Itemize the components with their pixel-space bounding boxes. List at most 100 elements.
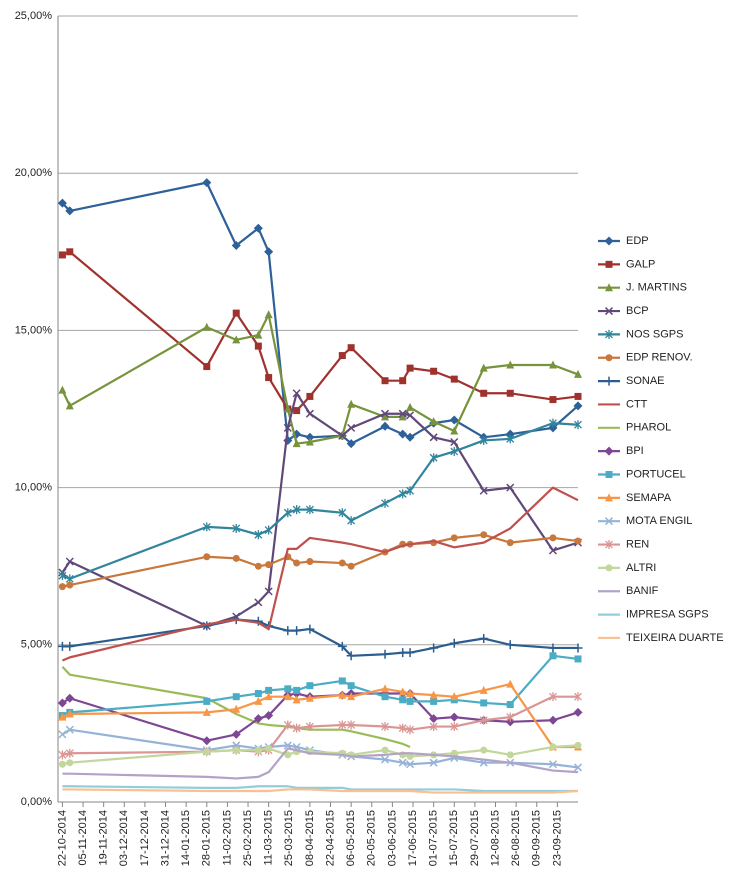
marker bbox=[293, 559, 301, 567]
marker bbox=[347, 516, 356, 526]
marker bbox=[450, 437, 459, 447]
marker bbox=[58, 750, 67, 760]
legend-item: J. MARTINS bbox=[598, 282, 687, 294]
marker bbox=[406, 689, 415, 698]
legend-item: PHAROL bbox=[598, 422, 671, 434]
marker bbox=[232, 335, 241, 344]
marker bbox=[58, 730, 67, 739]
legend-label: PHAROL bbox=[626, 422, 671, 434]
marker bbox=[305, 505, 314, 515]
marker bbox=[65, 206, 75, 216]
series bbox=[58, 531, 582, 591]
marker bbox=[283, 508, 292, 518]
marker bbox=[58, 760, 66, 768]
marker bbox=[293, 407, 301, 415]
x-tick-label: 31-12-2014 bbox=[159, 810, 171, 866]
marker bbox=[338, 508, 347, 518]
marker bbox=[430, 697, 438, 705]
marker bbox=[65, 401, 74, 410]
marker bbox=[65, 725, 74, 734]
marker bbox=[305, 693, 314, 702]
marker bbox=[305, 432, 315, 442]
marker bbox=[381, 498, 389, 508]
series-line bbox=[61, 692, 579, 742]
marker bbox=[305, 624, 315, 634]
marker bbox=[253, 223, 263, 233]
marker bbox=[283, 720, 292, 730]
marker bbox=[254, 746, 262, 754]
marker bbox=[202, 322, 211, 331]
marker bbox=[381, 412, 390, 421]
marker bbox=[506, 360, 515, 369]
marker bbox=[406, 364, 414, 372]
marker bbox=[398, 489, 407, 499]
x-tick-label: 09-09-2015 bbox=[531, 810, 543, 866]
marker bbox=[66, 759, 74, 767]
series bbox=[58, 652, 582, 720]
marker bbox=[381, 684, 390, 693]
marker bbox=[380, 755, 390, 764]
marker bbox=[605, 493, 613, 502]
x-tick-label: 05-11-2014 bbox=[77, 810, 89, 865]
marker bbox=[548, 546, 557, 555]
marker bbox=[605, 283, 613, 292]
marker bbox=[574, 369, 582, 378]
marker bbox=[305, 722, 314, 732]
marker bbox=[429, 722, 438, 732]
marker bbox=[347, 692, 356, 701]
marker bbox=[254, 690, 262, 698]
marker bbox=[604, 446, 614, 456]
x-tick-label: 03-12-2014 bbox=[118, 810, 130, 866]
x-tick-label: 19-11-2014 bbox=[98, 810, 110, 865]
marker bbox=[58, 251, 66, 259]
marker bbox=[306, 557, 314, 565]
marker bbox=[231, 729, 241, 739]
legend-item: IMPRESA SGPS bbox=[598, 609, 709, 621]
marker bbox=[58, 385, 67, 394]
marker bbox=[506, 434, 515, 444]
marker bbox=[292, 626, 302, 636]
marker bbox=[604, 307, 614, 316]
marker bbox=[380, 649, 390, 659]
marker bbox=[604, 376, 614, 386]
series-line bbox=[62, 533, 579, 588]
legend-item: PORTUCEL bbox=[598, 468, 686, 480]
x-tick-label: 15-07-2015 bbox=[448, 810, 460, 866]
marker bbox=[254, 342, 262, 350]
marker bbox=[65, 748, 74, 758]
marker bbox=[346, 651, 356, 661]
marker bbox=[337, 641, 347, 651]
marker bbox=[398, 412, 407, 421]
marker bbox=[480, 389, 488, 397]
marker bbox=[479, 685, 488, 694]
marker bbox=[254, 530, 263, 540]
marker bbox=[605, 564, 613, 572]
marker bbox=[292, 505, 301, 515]
series-line bbox=[61, 392, 579, 628]
marker bbox=[232, 746, 240, 754]
marker bbox=[549, 534, 557, 542]
marker bbox=[548, 360, 557, 369]
legend-label: NOS SGPS bbox=[626, 328, 683, 340]
x-tick-label: 20-05-2015 bbox=[366, 810, 378, 866]
marker bbox=[506, 389, 514, 397]
marker bbox=[283, 404, 292, 413]
marker bbox=[548, 643, 558, 653]
marker bbox=[283, 692, 292, 701]
marker bbox=[58, 712, 67, 721]
y-tick-label: 5,00% bbox=[21, 639, 52, 651]
marker bbox=[305, 409, 314, 418]
marker bbox=[65, 557, 74, 566]
x-tick-label: 08-04-2015 bbox=[304, 810, 316, 866]
marker bbox=[548, 692, 557, 702]
marker bbox=[398, 723, 407, 733]
marker bbox=[605, 260, 613, 268]
marker bbox=[429, 453, 438, 463]
legend-item: REN bbox=[598, 538, 649, 550]
legend-label: ALTRI bbox=[626, 562, 656, 574]
marker bbox=[283, 423, 292, 432]
marker bbox=[66, 581, 74, 589]
marker bbox=[338, 677, 346, 685]
marker bbox=[232, 554, 240, 562]
marker bbox=[380, 409, 390, 418]
